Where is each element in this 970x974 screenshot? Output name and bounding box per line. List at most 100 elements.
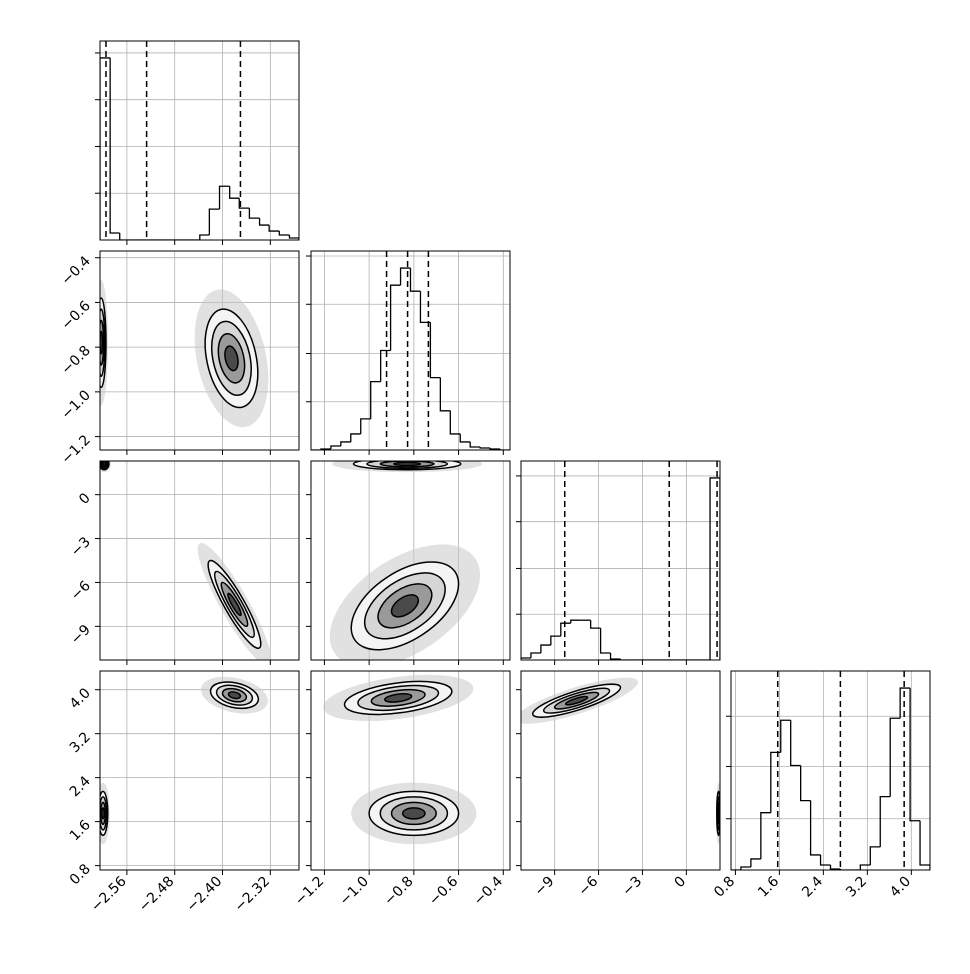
panel-border: [730, 670, 931, 871]
histogram-bin: [839, 868, 851, 870]
contour: [564, 695, 589, 706]
panel-border: [99, 250, 300, 451]
histogram-bin: [829, 864, 841, 870]
x-tick-label: −2.40: [184, 874, 226, 916]
x-tick-label: −2.32: [231, 874, 273, 916]
histogram-bin: [760, 812, 771, 859]
x-tick-label: −6: [575, 873, 601, 899]
histogram-bin: [370, 381, 381, 419]
histogram-bin: [229, 186, 240, 199]
histogram-bin: [560, 622, 571, 637]
y-tick-label: 0: [76, 490, 94, 508]
x-tick-label: 0.8: [711, 874, 738, 901]
x-tick-label: 1.6: [755, 873, 782, 900]
histogram-bin: [199, 234, 210, 240]
panel-frame: [100, 41, 299, 240]
panel-frame: [731, 671, 930, 870]
histogram-bin: [100, 57, 111, 240]
histogram-bin: [489, 447, 501, 450]
histogram-bin: [409, 268, 421, 292]
histogram-bin: [709, 477, 720, 660]
histogram-bin: [248, 208, 260, 219]
y-tick-label: −3: [68, 534, 94, 560]
histogram-bin: [268, 225, 280, 232]
histogram-bin: [780, 719, 791, 753]
contour: [390, 594, 420, 618]
panel-border: [310, 250, 511, 451]
contour: [102, 461, 107, 467]
panel-content: [100, 41, 299, 240]
histogram-bin: [859, 864, 871, 870]
x-tick-label: −9: [532, 874, 558, 900]
histogram-bin: [599, 628, 611, 654]
histogram-bin: [399, 267, 411, 286]
x-tick-label: 0: [672, 874, 690, 892]
x-tick-label: −3: [619, 874, 645, 900]
y-tick-label: −0.4: [58, 253, 93, 288]
histogram-bin: [521, 657, 531, 660]
histogram-bin: [889, 717, 901, 797]
histogram-bin: [619, 659, 631, 660]
y-tick-label: 1.6: [67, 817, 94, 844]
histogram-bin: [340, 441, 351, 446]
histogram-bin: [550, 635, 561, 646]
histogram-bin: [909, 688, 921, 822]
x-tick-label: −2.56: [88, 873, 130, 915]
histogram-bin: [590, 620, 601, 629]
histogram-bin: [109, 57, 120, 234]
y-tick-label: −1.2: [58, 432, 93, 467]
histogram-bin: [819, 854, 831, 866]
x-tick-label: 4.0: [887, 874, 914, 901]
contour: [227, 592, 242, 617]
histogram-bin: [439, 377, 451, 412]
contour: [101, 807, 105, 820]
panel-content: [521, 677, 720, 845]
panel-content: [100, 461, 272, 660]
x-tick-label: −0.6: [426, 873, 461, 908]
contour: [717, 807, 720, 820]
panel-content: [329, 461, 483, 660]
histogram-bin: [449, 410, 461, 435]
x-tick-label: −0.8: [381, 874, 416, 909]
y-tick-label: 3.2: [67, 729, 94, 756]
histogram-bin: [278, 231, 290, 236]
panel-border: [99, 670, 300, 871]
contour: [401, 807, 426, 820]
y-tick-label: 4.0: [67, 685, 94, 712]
histogram-bin: [208, 208, 220, 236]
histogram-bin: [750, 858, 761, 867]
panel-content: [100, 676, 268, 845]
histogram-bin: [740, 866, 751, 870]
x-tick-label: −1.2: [292, 874, 327, 909]
contour: [227, 691, 242, 700]
y-tick-label: 0.8: [67, 861, 94, 888]
histogram-bin: [330, 445, 341, 449]
panel-border: [310, 670, 511, 871]
contour: [384, 693, 413, 703]
histogram-bin: [570, 619, 581, 624]
histogram-bin: [899, 687, 911, 719]
panel-content: [521, 461, 720, 660]
histogram-bin: [869, 846, 881, 865]
panel-frame: [521, 461, 720, 660]
histogram-bin: [218, 185, 230, 210]
histogram-bin: [459, 433, 471, 443]
histogram-bin: [419, 291, 431, 324]
histogram-bin: [119, 233, 130, 240]
histogram-bin: [389, 284, 401, 351]
panel-border: [310, 460, 511, 661]
x-tick-label: −2.48: [136, 874, 178, 916]
contour: [392, 461, 422, 467]
histogram-bin: [429, 322, 441, 379]
panel-content: [323, 674, 477, 845]
x-tick-label: 3.2: [843, 874, 870, 901]
panel-border: [99, 40, 300, 241]
x-tick-label: −0.4: [471, 873, 506, 908]
histogram-bin: [469, 441, 481, 448]
histogram-bin: [479, 446, 491, 449]
histogram-bin: [360, 418, 371, 434]
histogram-bin: [800, 765, 811, 802]
histogram-bin: [540, 644, 551, 654]
histogram-bin: [288, 235, 299, 240]
